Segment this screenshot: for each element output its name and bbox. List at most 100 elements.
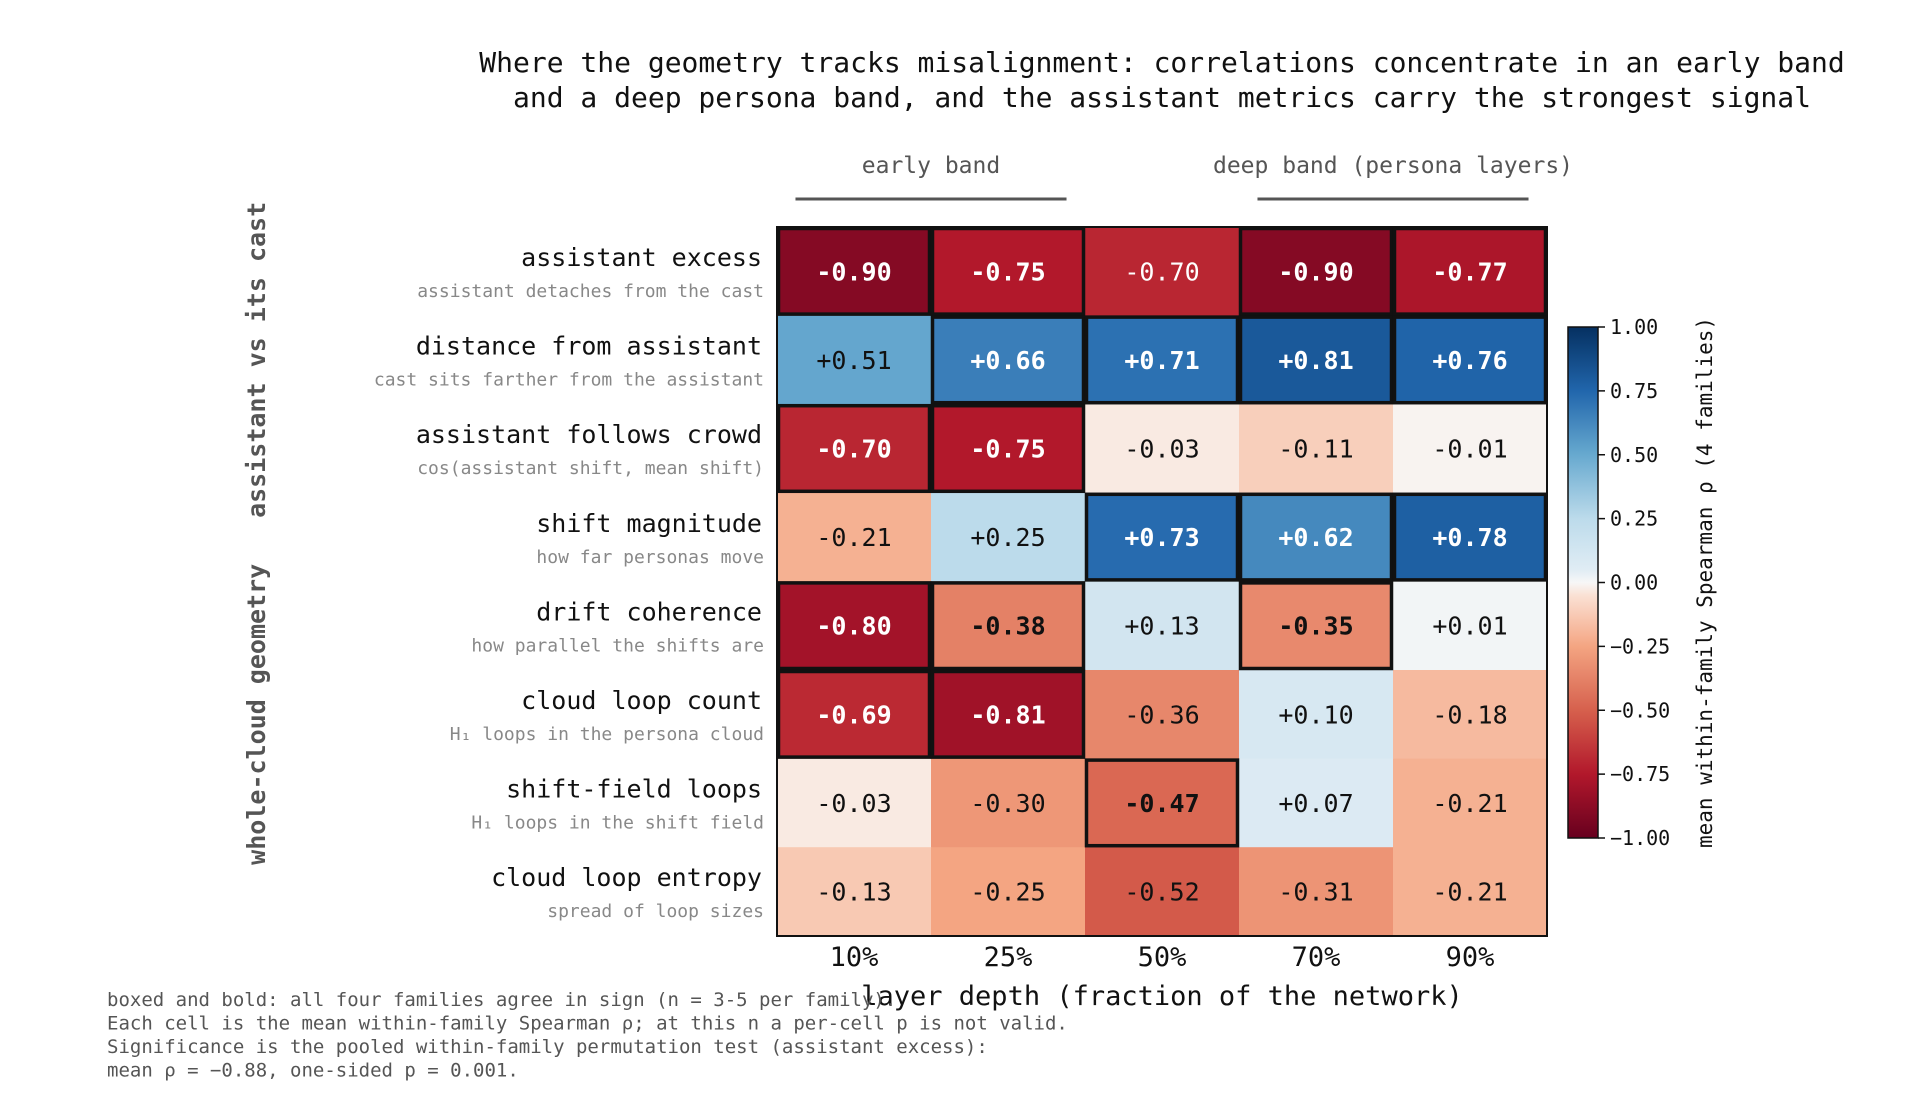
colorbar-tick-label: −0.25 <box>1610 634 1670 658</box>
row-sublabel: cast sits farther from the assistant <box>374 370 764 391</box>
cell-value-label: -0.80 <box>816 612 891 641</box>
cell-value-label: -0.31 <box>1278 878 1353 907</box>
heatmap-cell <box>1239 581 1394 671</box>
agreement-box <box>1392 226 1548 316</box>
heatmap-cell <box>1239 404 1394 494</box>
colorbar-tick-label: −0.75 <box>1610 762 1670 786</box>
heatmap-cell <box>931 581 1086 671</box>
heatmap-cell <box>1239 670 1394 760</box>
cell-value-label: -0.90 <box>816 257 891 286</box>
cell-value-label: +0.51 <box>816 346 891 375</box>
cell-value-label: -0.77 <box>1432 257 1507 286</box>
heatmap-cell <box>1393 315 1548 405</box>
cell-value-label: -0.90 <box>1278 257 1353 286</box>
agreement-box <box>1238 581 1394 671</box>
band-label: early band <box>862 153 1000 179</box>
cell-value-label: +0.78 <box>1432 523 1507 552</box>
agreement-box <box>930 226 1086 316</box>
cell-value-label: -0.52 <box>1124 878 1199 907</box>
agreement-box <box>930 315 1086 405</box>
cell-value-label: +0.73 <box>1124 523 1199 552</box>
colorbar-tick-label: −1.00 <box>1610 826 1670 850</box>
row-sublabel: H₁ loops in the persona cloud <box>450 724 764 745</box>
cell-value-label: -0.75 <box>970 257 1045 286</box>
cell-value-label: +0.07 <box>1278 789 1353 818</box>
cell-value-label: -0.18 <box>1432 700 1507 729</box>
heatmap-cell <box>1085 758 1240 848</box>
heatmap-cell <box>1393 758 1548 848</box>
chart-title-line-2: and a deep persona band, and the assista… <box>513 81 1811 114</box>
cell-value-label: -0.21 <box>1432 789 1507 818</box>
heatmap-cell <box>1085 227 1240 317</box>
agreement-box <box>776 403 932 494</box>
row-label: shift magnitude <box>536 509 762 538</box>
colorbar-label: mean within-family Spearman ρ (4 familie… <box>1693 317 1717 848</box>
heatmap-cells: -0.90 -0.75 -0.70 -0.90 -0.77 +0.51 +0.66 +0.71… <box>777 227 1548 937</box>
cell-value-label: -0.70 <box>1124 257 1199 286</box>
cell-value-label: -0.81 <box>970 700 1045 729</box>
agreement-box <box>930 581 1086 671</box>
heatmap-cell <box>1393 847 1548 937</box>
colorbar-tick-label: 0.00 <box>1610 571 1658 595</box>
band-label: deep band (persona layers) <box>1213 153 1573 179</box>
heatmap-cell <box>1393 670 1548 760</box>
heatmap-cell <box>1393 581 1548 671</box>
heatmap-cell <box>1239 315 1394 405</box>
agreement-boxes <box>776 226 1548 848</box>
row-labels: assistant excess assistant detaches from … <box>374 243 764 922</box>
heatmap-cell <box>1393 492 1548 582</box>
row-sublabel: assistant detaches from the cast <box>417 281 764 302</box>
colorbar-gradient <box>1567 326 1599 839</box>
cell-value-label: -0.47 <box>1124 789 1199 818</box>
row-label: cloud loop count <box>521 686 762 715</box>
x-tick-label: 10% <box>830 942 879 973</box>
row-label: shift-field loops <box>506 775 762 804</box>
row-sublabel: H₁ loops in the shift field <box>471 813 764 834</box>
cell-value-label: -0.69 <box>816 700 891 729</box>
heatmap-cell <box>931 227 1086 317</box>
heatmap-cell <box>777 227 932 317</box>
cell-value-label: -0.36 <box>1124 700 1199 729</box>
footnotes: boxed and bold: all four families agree … <box>107 989 1068 1082</box>
colorbar-tick-label: 0.75 <box>1610 379 1658 403</box>
row-sublabel: spread of loop sizes <box>547 901 764 922</box>
cell-value-label: -0.01 <box>1432 435 1507 464</box>
agreement-box <box>930 669 1086 759</box>
x-axis-label: layer depth (fraction of the network) <box>861 981 1462 1012</box>
footnote-line: Each cell is the mean within-family Spea… <box>107 1013 1068 1035</box>
agreement-box <box>1084 758 1240 848</box>
cell-value-label: -0.25 <box>970 878 1045 907</box>
cell-value-label: -0.30 <box>970 789 1045 818</box>
heatmap-cell <box>777 404 932 494</box>
cell-value-label: -0.70 <box>816 435 891 464</box>
row-group-label: whole-cloud geometry <box>242 564 271 865</box>
agreement-box <box>776 226 932 316</box>
heatmap-cell <box>777 492 932 582</box>
cell-value-label: +0.62 <box>1278 523 1353 552</box>
row-sublabel: cos(assistant shift, mean shift) <box>417 458 764 479</box>
x-tick-label: 70% <box>1292 942 1341 973</box>
heatmap-cell <box>1085 315 1240 405</box>
colorbar-tick-label: 0.25 <box>1610 507 1658 531</box>
heatmap-cell <box>1393 227 1548 317</box>
heatmap-cell <box>777 758 932 848</box>
cell-value-label: +0.13 <box>1124 612 1199 641</box>
agreement-box <box>776 581 932 671</box>
agreement-box <box>776 669 932 759</box>
x-tick-label: 90% <box>1446 942 1495 973</box>
agreement-box <box>930 403 1086 494</box>
heatmap-cell <box>931 404 1086 494</box>
heatmap-cell <box>777 315 932 405</box>
cell-value-label: -0.38 <box>970 612 1045 641</box>
agreement-box <box>1392 315 1548 405</box>
row-label: cloud loop entropy <box>491 863 762 892</box>
chart-title-line-1: Where the geometry tracks misalignment: … <box>479 46 1844 79</box>
row-label: distance from assistant <box>416 332 762 361</box>
cell-value-label: -0.13 <box>816 878 891 907</box>
agreement-box <box>1084 492 1240 582</box>
cell-value-label: -0.21 <box>1432 878 1507 907</box>
row-sublabel: how parallel the shifts are <box>471 635 764 656</box>
cell-value-label: -0.11 <box>1278 435 1353 464</box>
agreement-box <box>1238 315 1394 405</box>
